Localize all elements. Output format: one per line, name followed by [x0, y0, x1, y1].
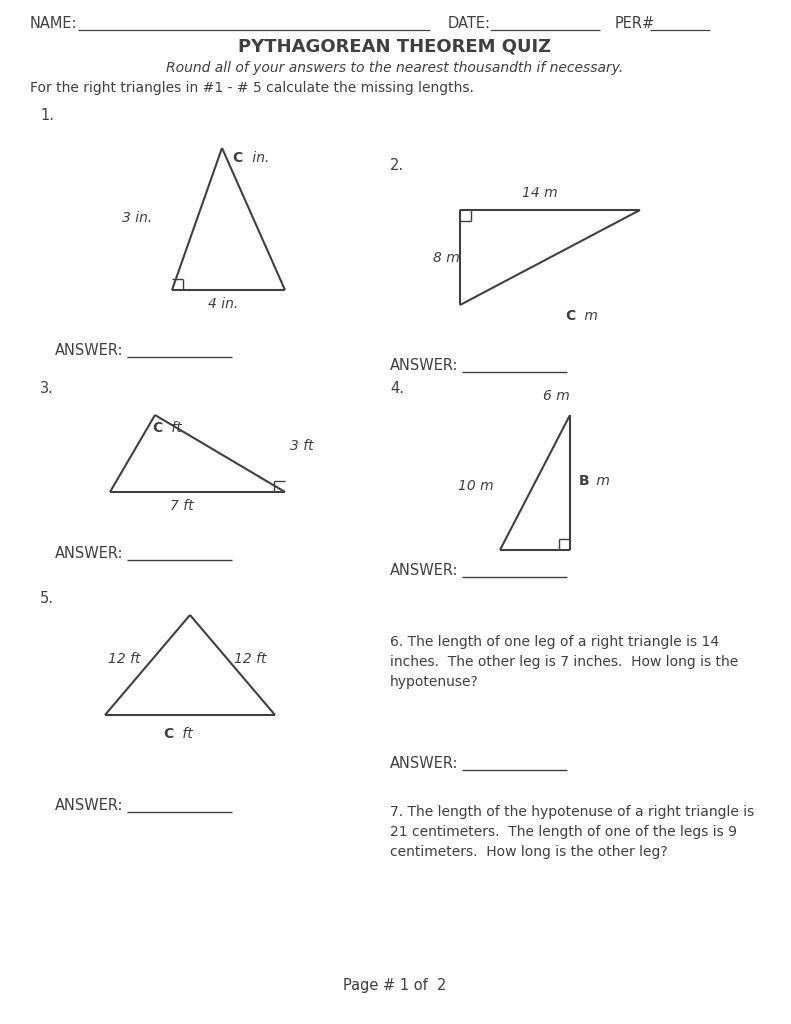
Text: in.: in.: [248, 151, 270, 165]
Text: ANSWER:: ANSWER:: [390, 563, 459, 578]
Text: 10 m: 10 m: [458, 479, 494, 493]
Text: ANSWER:: ANSWER:: [390, 358, 459, 373]
Text: Page # 1 of  2: Page # 1 of 2: [343, 978, 447, 993]
Text: PYTHAGOREAN THEOREM QUIZ: PYTHAGOREAN THEOREM QUIZ: [239, 38, 551, 56]
Text: For the right triangles in #1 - # 5 calculate the missing lengths.: For the right triangles in #1 - # 5 calc…: [30, 81, 474, 95]
Text: $\mathbf{B}$: $\mathbf{B}$: [578, 474, 589, 488]
Text: ft: ft: [167, 421, 182, 435]
Text: m: m: [592, 474, 610, 488]
Text: m: m: [580, 309, 598, 323]
Text: 2.: 2.: [390, 158, 404, 173]
Text: 5.: 5.: [40, 591, 54, 606]
Text: Round all of your answers to the nearest thousandth if necessary.: Round all of your answers to the nearest…: [166, 61, 623, 75]
Text: 8 m: 8 m: [433, 251, 460, 265]
Text: $\mathbf{C}$: $\mathbf{C}$: [565, 309, 577, 323]
Text: 1.: 1.: [40, 108, 54, 123]
Text: 6 m: 6 m: [543, 389, 570, 403]
Text: ANSWER:: ANSWER:: [55, 546, 123, 561]
Text: 7. The length of the hypotenuse of a right triangle is
21 centimeters.  The leng: 7. The length of the hypotenuse of a rig…: [390, 805, 755, 859]
Text: ft: ft: [178, 727, 193, 741]
Text: 3 ft: 3 ft: [290, 439, 313, 453]
Text: $\mathbf{C}$: $\mathbf{C}$: [232, 151, 244, 165]
Text: ANSWER:: ANSWER:: [390, 756, 459, 771]
Text: PER#: PER#: [615, 16, 655, 31]
Text: 12 ft: 12 ft: [108, 652, 141, 666]
Text: 3.: 3.: [40, 381, 54, 396]
Text: 4.: 4.: [390, 381, 404, 396]
Text: $\mathbf{C}$: $\mathbf{C}$: [152, 421, 164, 435]
Text: 3 in.: 3 in.: [122, 211, 152, 225]
Text: $\mathbf{C}$: $\mathbf{C}$: [163, 727, 174, 741]
Text: ANSWER:: ANSWER:: [55, 343, 123, 358]
Text: 12 ft: 12 ft: [234, 652, 267, 666]
Text: 6. The length of one leg of a right triangle is 14
inches.  The other leg is 7 i: 6. The length of one leg of a right tria…: [390, 635, 738, 689]
Text: NAME:: NAME:: [30, 16, 78, 31]
Text: 7 ft: 7 ft: [170, 499, 194, 513]
Text: DATE:: DATE:: [448, 16, 491, 31]
Text: 14 m: 14 m: [522, 186, 558, 200]
Text: ANSWER:: ANSWER:: [55, 798, 123, 813]
Text: 4 in.: 4 in.: [208, 297, 238, 311]
